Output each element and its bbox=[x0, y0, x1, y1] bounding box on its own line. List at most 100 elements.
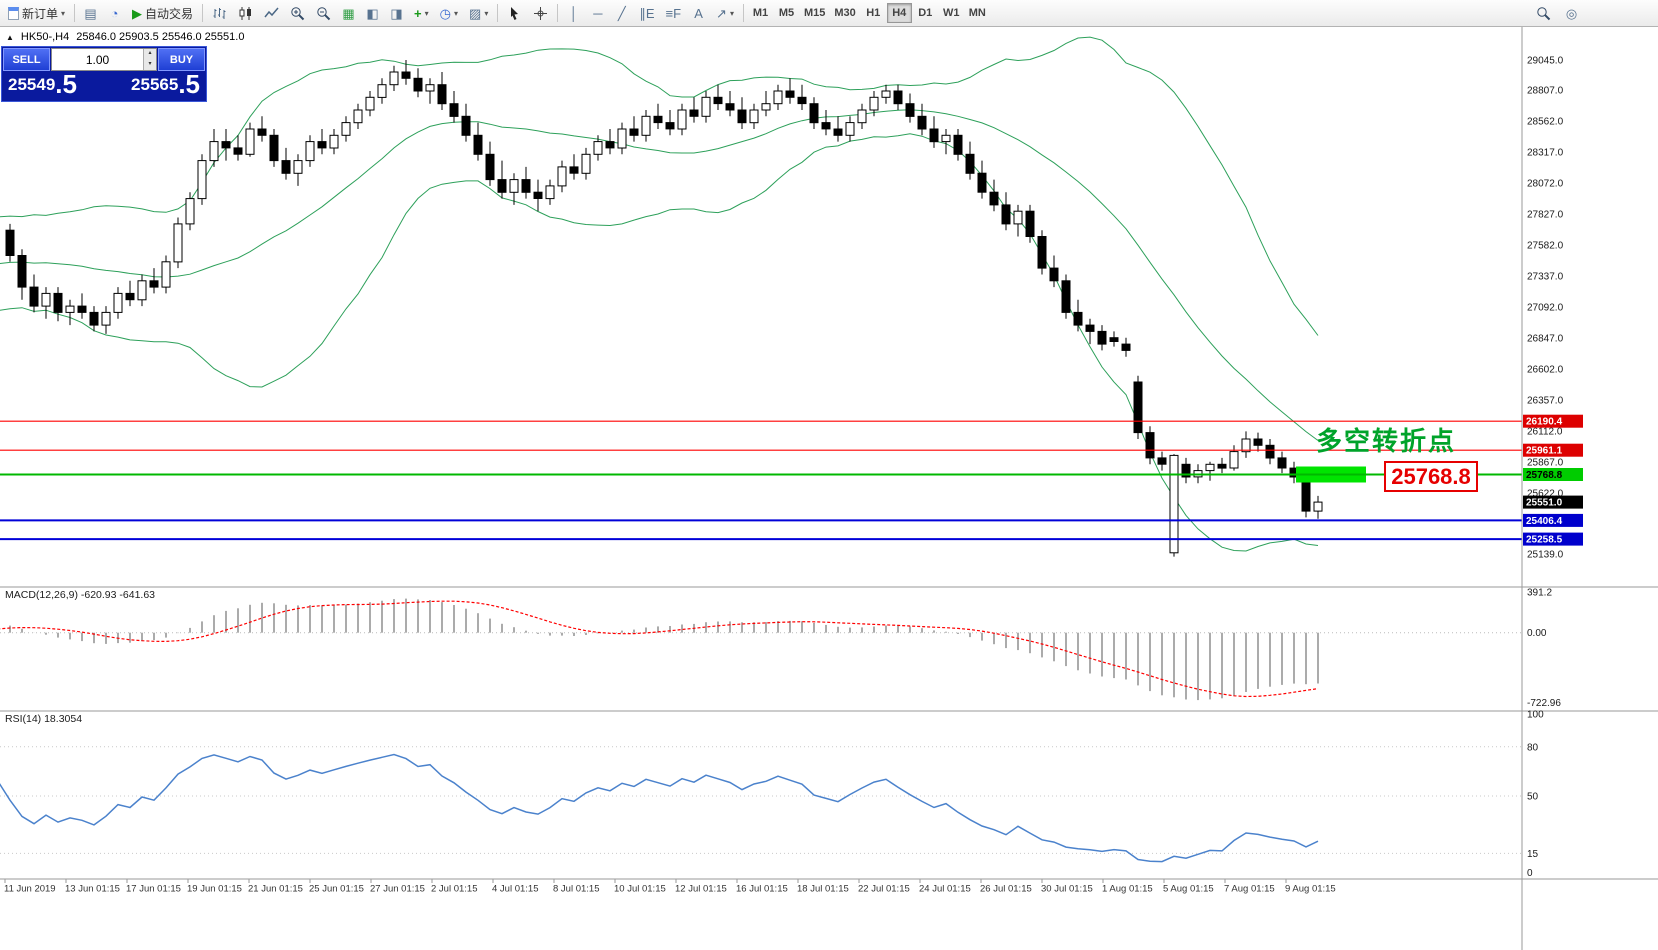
toolbar-separator bbox=[74, 4, 76, 22]
navigator-button[interactable]: ◔ bbox=[103, 2, 126, 24]
cascade-windows-icon: ◧ bbox=[366, 5, 379, 21]
time-axis[interactable] bbox=[0, 880, 1522, 900]
tile-vertical-button[interactable]: ◨ bbox=[385, 2, 408, 24]
tile-windows-icon: ▦ bbox=[342, 5, 355, 21]
time-axis-label: 30 Jul 01:15 bbox=[1041, 884, 1093, 895]
bollinger-upper-band bbox=[0, 36, 1319, 336]
time-axis-label: 12 Jul 01:15 bbox=[675, 884, 727, 895]
data-window-button[interactable]: ▤ bbox=[79, 2, 102, 24]
crosshair-button[interactable] bbox=[528, 2, 553, 24]
fibonacci-button[interactable]: ≡F bbox=[661, 2, 687, 24]
one-click-prices: 25549.5 25565.5 bbox=[3, 71, 205, 100]
sell-button[interactable]: SELL bbox=[3, 48, 50, 71]
price-axis-label: 26602.0 bbox=[1527, 365, 1564, 376]
chart-symbol-period: HK50-,H4 bbox=[20, 31, 70, 43]
price-axis[interactable] bbox=[1522, 27, 1658, 950]
time-axis-label: 22 Jul 01:15 bbox=[858, 884, 910, 895]
rsi-line bbox=[0, 753, 1319, 863]
arrows-tool-icon: ↗ bbox=[716, 5, 727, 21]
price-axis-label: 26112.0 bbox=[1527, 427, 1563, 438]
about-icon: ◎ bbox=[1565, 5, 1578, 21]
annotation-text: 多空转折点 bbox=[1316, 426, 1457, 456]
timeframe-m15-button[interactable]: M15 bbox=[800, 3, 829, 23]
price-badge bbox=[1523, 443, 1583, 457]
timeframe-d1-button[interactable]: D1 bbox=[913, 3, 938, 23]
channel-button[interactable]: ∥E bbox=[634, 2, 659, 24]
new-order-label: 新订单 bbox=[22, 6, 59, 21]
horizontal-line-button[interactable]: ─ bbox=[586, 2, 609, 24]
timeframe-m1-button[interactable]: M1 bbox=[748, 3, 773, 23]
time-axis-label: 17 Jun 01:15 bbox=[126, 884, 181, 895]
trendline-button[interactable]: ╱ bbox=[610, 2, 633, 24]
volume-up-button[interactable]: ▴ bbox=[144, 49, 156, 60]
new-chart-button[interactable]: + ▾ bbox=[409, 2, 434, 24]
templates-button[interactable]: ▨ ▾ bbox=[464, 2, 493, 24]
tile-vertical-icon: ◨ bbox=[390, 5, 403, 21]
macd-panel[interactable] bbox=[0, 588, 1522, 711]
templates-icon: ▨ bbox=[469, 5, 482, 21]
price-axis-label: 27337.0 bbox=[1527, 272, 1564, 283]
new-order-button[interactable]: 新订单 ▾ bbox=[3, 2, 70, 24]
autotrading-button[interactable]: ▶ 自动交易 bbox=[127, 2, 198, 24]
price-badge-value: 25406.4 bbox=[1526, 516, 1563, 527]
search-button[interactable] bbox=[1531, 2, 1556, 24]
time-axis-label: 16 Jul 01:15 bbox=[736, 884, 788, 895]
time-axis-label: 8 Jul 01:15 bbox=[553, 884, 599, 895]
bollinger-lower-band bbox=[0, 133, 1319, 552]
volume-field[interactable]: 1.00 ▴ ▾ bbox=[51, 48, 157, 71]
price-axis-label: 25622.0 bbox=[1527, 489, 1564, 500]
timeframe-m5-button[interactable]: M5 bbox=[774, 3, 799, 23]
time-axis-label: 4 Jul 01:15 bbox=[492, 884, 538, 895]
timeframe-h4-button[interactable]: H4 bbox=[886, 3, 912, 23]
rsi-axis-label: 0 bbox=[1527, 868, 1533, 879]
price-axis-label: 28562.0 bbox=[1527, 117, 1564, 128]
timeframe-w1-button[interactable]: W1 bbox=[939, 3, 964, 23]
macd-axis-label: 0.00 bbox=[1527, 628, 1547, 639]
price-axis-label: 28807.0 bbox=[1527, 86, 1564, 97]
buy-button[interactable]: BUY bbox=[158, 48, 205, 71]
chart-header: ▲ HK50-,H4 25846.0 25903.5 25546.0 25551… bbox=[6, 31, 244, 43]
arrows-tool-button[interactable]: ↗ ▾ bbox=[711, 2, 739, 24]
text-tool-button[interactable]: A bbox=[687, 2, 710, 24]
price-axis-label: 27092.0 bbox=[1527, 303, 1564, 314]
zoom-out-button[interactable] bbox=[311, 2, 336, 24]
rsi-panel[interactable] bbox=[0, 712, 1522, 879]
cascade-windows-button[interactable]: ◧ bbox=[361, 2, 384, 24]
volume-down-button[interactable]: ▾ bbox=[144, 59, 156, 70]
price-badge-value: 25551.0 bbox=[1526, 498, 1563, 509]
main-chart-area[interactable] bbox=[0, 28, 1522, 587]
price-callout: 25768.8 bbox=[1384, 461, 1478, 492]
timeframe-h1-button[interactable]: H1 bbox=[861, 3, 886, 23]
one-click-trading-buttons: SELL 1.00 ▴ ▾ BUY bbox=[3, 48, 205, 71]
one-click-expander-icon[interactable]: ▲ bbox=[6, 32, 14, 42]
candlestick-chart-button[interactable] bbox=[233, 2, 258, 24]
toolbar-separator bbox=[557, 4, 559, 22]
rsi-axis-label: 100 bbox=[1527, 710, 1544, 721]
time-axis-label: 10 Jul 01:15 bbox=[614, 884, 666, 895]
zoom-in-button[interactable] bbox=[285, 2, 310, 24]
channel-icon: ∥E bbox=[639, 5, 655, 21]
price-badge bbox=[1523, 414, 1583, 428]
time-axis-label: 13 Jun 01:15 bbox=[65, 884, 120, 895]
autotrading-icon: ▶ bbox=[132, 5, 143, 21]
timeframe-mn-button[interactable]: MN bbox=[965, 3, 990, 23]
time-axis-label: 5 Aug 01:15 bbox=[1163, 884, 1214, 895]
vertical-line-button[interactable]: │ bbox=[562, 2, 585, 24]
toolbar-separator bbox=[202, 4, 204, 22]
timeframe-m30-button[interactable]: M30 bbox=[830, 3, 859, 23]
rsi-axis-label: 80 bbox=[1527, 742, 1539, 753]
one-click-trading-panel: SELL 1.00 ▴ ▾ BUY 25549.5 25565.5 bbox=[1, 46, 207, 102]
toolbar-separator bbox=[497, 4, 499, 22]
tile-windows-button[interactable]: ▦ bbox=[337, 2, 360, 24]
sell-price: 25549.5 bbox=[8, 69, 77, 99]
chevron-down-icon: ▾ bbox=[424, 8, 429, 18]
about-button[interactable]: ◎ bbox=[1560, 2, 1583, 24]
cursor-button[interactable] bbox=[502, 2, 527, 24]
line-chart-button[interactable] bbox=[259, 2, 284, 24]
profiles-button[interactable]: ◷ ▾ bbox=[435, 2, 463, 24]
time-axis-label: 7 Aug 01:15 bbox=[1224, 884, 1275, 895]
bar-chart-button[interactable] bbox=[207, 2, 232, 24]
chevron-down-icon: ▾ bbox=[729, 8, 734, 18]
price-axis-label: 26847.0 bbox=[1527, 334, 1564, 345]
